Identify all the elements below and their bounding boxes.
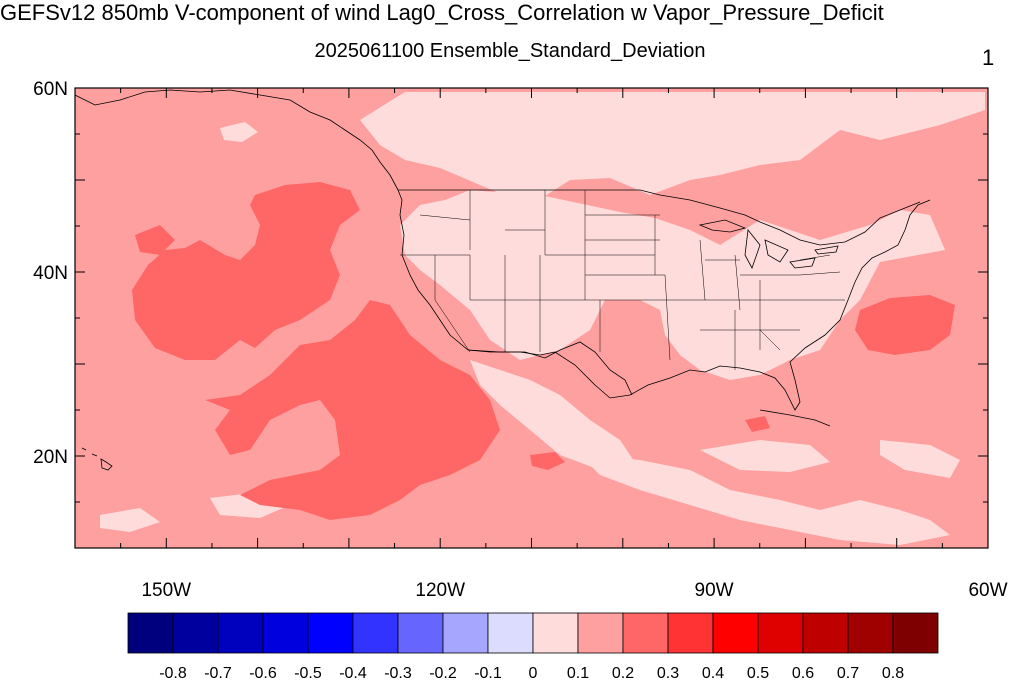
colorbar-swatch	[262, 612, 309, 654]
colorbar-swatch	[397, 612, 444, 654]
lon-label: 90W	[695, 580, 734, 601]
atlantic-medium-region	[855, 295, 955, 355]
lon-label: 150W	[141, 580, 191, 601]
axis-labels: 60N 40N 20N 150W 120W 90W 60W	[33, 79, 1007, 601]
lat-label: 60N	[33, 79, 68, 100]
colorbar-label: -0.8	[159, 665, 187, 681]
gulf-medium-patch	[530, 452, 565, 470]
us-coastline	[397, 189, 931, 411]
mexico-border	[467, 341, 633, 396]
colorbar-swatch	[172, 612, 219, 654]
colorbar-label: -0.7	[204, 665, 232, 681]
colorbar-label: -0.2	[429, 665, 457, 681]
pacific-light-patch-2	[100, 508, 160, 532]
pacific-medium-region-south	[205, 300, 500, 520]
colorbar-swatch	[577, 612, 624, 654]
caribbean-light-region	[580, 455, 950, 545]
map-title: GEFSv12 850mb V-component of wind Lag0_C…	[0, 0, 884, 25]
colorbar-swatch	[667, 612, 714, 654]
colorbar-swatch	[352, 612, 399, 654]
colorbar-label: 0	[529, 665, 538, 681]
colorbar-label: 0.8	[882, 665, 904, 681]
canada-us-border	[398, 189, 921, 246]
colorbar-swatch	[802, 612, 849, 654]
colorbar-label: 0.4	[702, 665, 724, 681]
plains-light-region	[400, 190, 945, 380]
colorbar-label: -0.6	[249, 665, 277, 681]
alaska-coast	[75, 89, 399, 191]
pacific-medium-region-west	[135, 225, 175, 255]
colorbar-label: 0.3	[657, 665, 679, 681]
colorbar-swatch	[127, 612, 174, 654]
colorbar-label: 0.1	[567, 665, 589, 681]
map-subtitle: 2025061100 Ensemble_Standard_Deviation	[314, 40, 706, 62]
colorbar-swatch	[487, 612, 534, 654]
gulf-alaska-light-patch	[220, 122, 258, 142]
lon-label: 60W	[968, 580, 1007, 601]
colorbar-swatch	[757, 612, 804, 654]
baja-light-region	[470, 360, 640, 470]
cuba	[759, 409, 831, 427]
medium-regions	[132, 182, 955, 520]
axis-ticks	[74, 87, 989, 549]
colorbar-swatch	[442, 612, 489, 654]
colorbar-label: -0.4	[339, 665, 367, 681]
state-lines	[400, 190, 845, 370]
colorbar-swatch	[892, 612, 939, 654]
colorbar	[127, 612, 939, 654]
map-field	[75, 88, 988, 548]
colorbar-swatch	[532, 612, 579, 654]
pacific-medium-region-north	[132, 182, 360, 360]
hawaii-islands	[81, 447, 113, 471]
colorbar-label: -0.5	[294, 665, 322, 681]
lat-label: 20N	[33, 447, 68, 468]
colorbar-label: -0.1	[474, 665, 502, 681]
colorbar-label: 0.2	[612, 665, 634, 681]
colorbar-swatch	[217, 612, 264, 654]
colorbar-label: 0.6	[792, 665, 814, 681]
caribbean-east-light-patch	[880, 440, 960, 478]
lat-label: 40N	[33, 263, 68, 284]
lon-label: 120W	[415, 580, 465, 601]
colorbar-label: 0.7	[837, 665, 859, 681]
canada-light-region	[360, 92, 985, 200]
colorbar-labels: -0.8 -0.7 -0.6 -0.5 -0.4 -0.3 -0.2 -0.1 0 0.1 0.2 0…	[159, 665, 904, 681]
caribbean-medium-patch	[745, 416, 770, 432]
colorbar-label: 0.5	[747, 665, 769, 681]
colorbar-swatch	[712, 612, 759, 654]
panel-number: 1	[982, 45, 995, 70]
colorbar-swatch	[307, 612, 354, 654]
colorbar-swatch	[847, 612, 894, 654]
colorbar-label: -0.3	[384, 665, 412, 681]
great-lakes	[698, 219, 839, 269]
boundaries	[75, 89, 931, 471]
tropical-light-patch	[700, 440, 830, 472]
colorbar-swatch	[622, 612, 669, 654]
